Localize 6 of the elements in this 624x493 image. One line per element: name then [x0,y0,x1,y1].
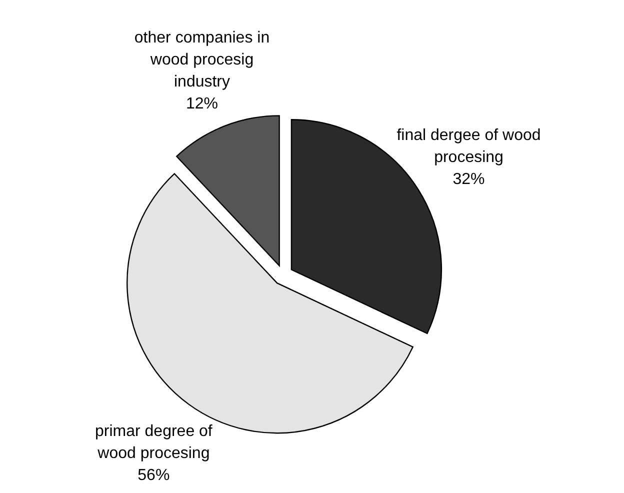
data-label: 32% [452,170,485,188]
slice-label: primar degree of wood procesing [94,422,213,462]
slice-label: final dergee of wood procesing [396,126,541,166]
data-label: 56% [138,466,170,484]
data-label: 12% [186,94,218,112]
slice-label: other companies in wood procesig industry [134,28,270,90]
